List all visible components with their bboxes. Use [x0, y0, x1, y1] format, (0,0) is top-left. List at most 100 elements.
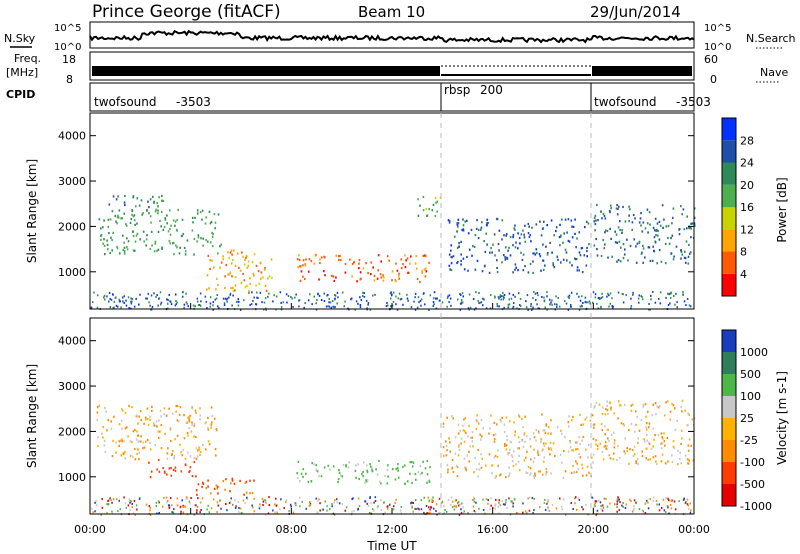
heatmap-cell — [435, 503, 438, 506]
heatmap-cell — [356, 280, 358, 283]
heatmap-cell — [462, 424, 464, 427]
heatmap-cell — [256, 291, 258, 294]
heatmap-cell — [446, 464, 449, 467]
heatmap-cell — [417, 507, 419, 510]
heatmap-cell — [128, 404, 130, 408]
heatmap-cell — [324, 274, 326, 277]
heatmap-cell — [310, 260, 313, 263]
heatmap-cell — [330, 274, 333, 277]
nave-tick-0: 0 — [710, 73, 717, 86]
heatmap-cell — [208, 511, 211, 514]
heatmap-cell — [530, 458, 532, 461]
heatmap-cell — [515, 266, 517, 269]
heatmap-cell — [351, 297, 353, 300]
heatmap-cell — [169, 428, 172, 431]
colorbar-segment — [722, 184, 736, 208]
heatmap-cell — [150, 470, 153, 473]
heatmap-cell — [207, 427, 209, 430]
heatmap-cell — [450, 304, 452, 307]
heatmap-cell — [240, 281, 243, 284]
heatmap-cell — [574, 497, 576, 500]
heatmap-cell — [570, 291, 573, 294]
heatmap-cell — [509, 236, 512, 239]
heatmap-cell — [180, 510, 182, 513]
heatmap-cell — [329, 301, 332, 304]
heatmap-cell — [606, 404, 608, 407]
heatmap-cell — [397, 463, 399, 466]
heatmap-cell — [149, 448, 152, 451]
heatmap-cell — [578, 231, 581, 234]
heatmap-cell — [440, 502, 443, 504]
heatmap-cell — [182, 506, 184, 508]
heatmap-cell — [653, 496, 655, 499]
heatmap-cell — [571, 236, 574, 239]
heatmap-cell — [657, 434, 660, 437]
heatmap-cell — [617, 291, 620, 294]
heatmap-cell — [129, 440, 132, 443]
heatmap-cell — [210, 426, 212, 429]
heatmap-cell — [192, 304, 195, 307]
heatmap-cell — [198, 446, 200, 449]
heatmap-cell — [406, 297, 409, 300]
heatmap-cell — [234, 507, 237, 509]
heatmap-cell — [213, 417, 216, 420]
heatmap-cell — [545, 442, 547, 445]
heatmap-cell — [665, 296, 667, 299]
heatmap-cell — [642, 261, 644, 264]
y-tick-label: 3000 — [58, 175, 86, 188]
heatmap-cell — [501, 261, 503, 264]
heatmap-cell — [398, 272, 400, 275]
heatmap-cell — [172, 219, 175, 222]
heatmap-cell — [419, 464, 422, 468]
heatmap-cell — [578, 498, 581, 501]
heatmap-cell — [101, 432, 103, 435]
heatmap-cell — [659, 291, 662, 294]
heatmap-cell — [682, 499, 685, 501]
heatmap-cell — [669, 296, 672, 299]
heatmap-cell — [560, 261, 562, 264]
heatmap-cell — [442, 422, 445, 425]
heatmap-cell — [157, 205, 159, 208]
heatmap-cell — [176, 404, 179, 408]
heatmap-cell — [161, 247, 163, 250]
heatmap-cell — [516, 307, 518, 310]
heatmap-cell — [441, 500, 444, 503]
heatmap-cell — [622, 502, 624, 504]
heatmap-cell — [220, 261, 223, 264]
heatmap-cell — [122, 248, 124, 252]
heatmap-cell — [397, 297, 400, 300]
heatmap-cell — [464, 466, 466, 469]
heatmap-cell — [103, 238, 105, 241]
heatmap-cell — [366, 464, 368, 467]
heatmap-cell — [486, 222, 488, 225]
heatmap-cell — [651, 414, 653, 417]
heatmap-cell — [138, 303, 140, 306]
heatmap-cell — [664, 511, 667, 513]
heatmap-cell — [327, 293, 329, 296]
heatmap-cell — [478, 462, 480, 465]
heatmap-cell — [652, 403, 654, 406]
heatmap-cell — [441, 301, 444, 304]
heatmap-cell — [508, 472, 511, 475]
heatmap-cell — [116, 498, 118, 501]
heatmap-cell — [124, 412, 127, 415]
heatmap-cell — [463, 440, 466, 443]
heatmap-cell — [547, 251, 549, 255]
heatmap-cell — [495, 475, 497, 478]
heatmap-cell — [687, 504, 689, 507]
heatmap-cell — [607, 428, 609, 431]
heatmap-cell — [458, 513, 461, 516]
heatmap-cell — [419, 473, 422, 476]
heatmap-cell — [428, 499, 431, 502]
heatmap-cell — [153, 424, 155, 427]
heatmap-cell — [137, 434, 139, 437]
heatmap-cell — [450, 262, 453, 265]
heatmap-cell — [494, 503, 497, 506]
heatmap-cell — [453, 505, 456, 508]
heatmap-cell — [328, 305, 331, 308]
heatmap-cell — [229, 500, 232, 503]
heatmap-cell — [674, 428, 677, 431]
heatmap-cell — [290, 505, 292, 508]
heatmap-cell — [513, 421, 515, 424]
heatmap-cell — [128, 307, 130, 309]
